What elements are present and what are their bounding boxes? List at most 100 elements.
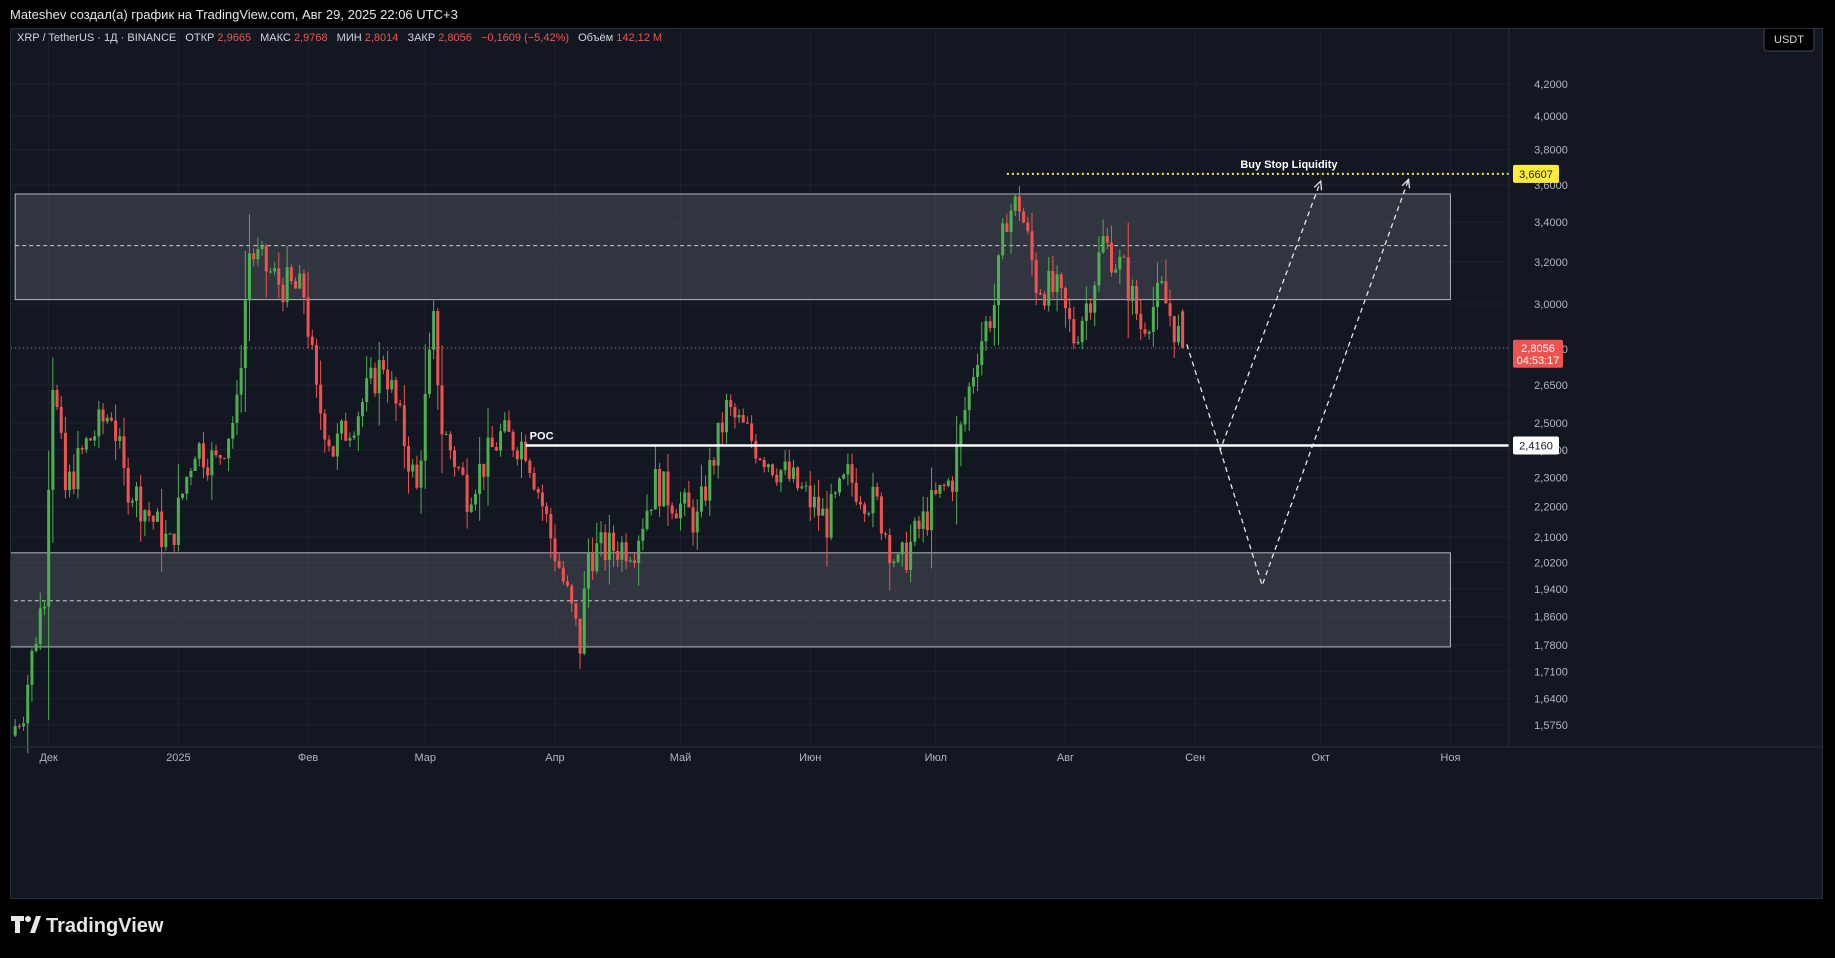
candle-body [666, 471, 670, 506]
price-chart[interactable]: POC Buy Stop Liquidity 1,5750 1,6400 1,7100… [6, 26, 1822, 898]
candle-body [888, 534, 892, 564]
candle-body [1172, 316, 1176, 343]
price-tick-label: 1,7100 [1534, 666, 1568, 678]
candle-body [285, 267, 289, 303]
chart-pane[interactable]: POC Buy Stop Liquidity 1,5750 1,6400 1,7100… [6, 26, 1823, 899]
candle-body [963, 409, 967, 425]
candle-body [22, 723, 26, 727]
candle-body [1013, 196, 1017, 211]
candle-body [1080, 320, 1084, 342]
price-tick-label: 2,3000 [1534, 473, 1568, 485]
candle-body [222, 458, 226, 460]
last-price-badge [1513, 339, 1563, 368]
candle-body [955, 446, 959, 492]
candle-body [172, 533, 176, 545]
time-axis: Дек 2025 Фев Мар Апр Май Июн Июл Авг Сен Окт Ноя [11, 746, 1822, 764]
time-tick-label: Авг [1057, 752, 1074, 764]
candle-body [720, 422, 724, 433]
liquidity-badge [1513, 164, 1559, 183]
candle-body [837, 478, 842, 493]
candle-body [1022, 211, 1026, 223]
price-tick-label: 1,5750 [1534, 720, 1568, 732]
candle-body [641, 528, 645, 541]
candle-body [448, 434, 452, 451]
price-tick-label: 2,1000 [1534, 532, 1568, 544]
liquidity-value: 3,6607 [1519, 169, 1553, 181]
candle-body [599, 532, 603, 544]
candles [13, 185, 1185, 754]
high-label: МАКС [260, 32, 291, 44]
candle-body [423, 393, 427, 461]
candle-body [63, 432, 67, 491]
candle-body [1118, 256, 1122, 270]
candle-body [469, 504, 473, 512]
time-tick-label: Фев [298, 752, 318, 764]
candle-body [160, 511, 164, 548]
candle-body [804, 485, 808, 487]
price-tick-label: 2,2000 [1534, 502, 1568, 514]
candle-body [84, 438, 88, 450]
price-tick-label: 3,2000 [1534, 257, 1568, 269]
candle-body [482, 463, 486, 477]
candle-body [360, 401, 364, 417]
time-tick-label: Июл [925, 752, 947, 764]
candle-body [712, 460, 716, 466]
candle-body [1176, 325, 1180, 343]
candle-body [386, 369, 390, 390]
candle-body [1147, 331, 1151, 334]
candle-body [256, 249, 260, 260]
last-price-value: 2,8056 [1521, 343, 1555, 355]
candle-body [214, 450, 218, 456]
candle-body [486, 437, 490, 477]
candle-body [239, 368, 243, 395]
candle-body [578, 618, 582, 654]
candle-body [122, 436, 126, 468]
time-tick-label: Мар [414, 752, 436, 764]
candle-body [47, 489, 51, 607]
candle-body [394, 379, 398, 404]
candle-body [620, 542, 624, 560]
price-tick-label: 3,0000 [1534, 299, 1568, 311]
candle-body [980, 341, 984, 365]
currency-label: USDT [1774, 34, 1804, 46]
candle-body [302, 273, 306, 298]
candle-body [373, 367, 377, 394]
volume-value: 142,12 M [616, 32, 662, 44]
candle-body [863, 504, 867, 514]
brand-name: TradingView [46, 915, 164, 937]
candle-body [1076, 341, 1080, 344]
candle-body [808, 485, 812, 508]
price-tick-label: 1,6400 [1534, 694, 1568, 706]
candle-body [904, 542, 908, 570]
candle-body [829, 493, 833, 538]
candle-body [988, 321, 992, 328]
time-tick-label: Июн [799, 752, 821, 764]
candle-body [1160, 281, 1164, 283]
candle-body [38, 608, 42, 644]
projection-arrowhead [1313, 179, 1323, 191]
currency-button[interactable]: USDT [1763, 26, 1815, 52]
candle-body [331, 446, 335, 457]
candle-body [796, 467, 800, 489]
candle-body [942, 484, 946, 486]
brand-logo[interactable]: TradingView [10, 910, 210, 944]
candle-body [540, 492, 544, 507]
candle-body [750, 423, 754, 441]
candle-body [850, 464, 854, 483]
candle-body [298, 273, 302, 289]
price-tick-label: 1,9400 [1534, 584, 1568, 596]
candle-body [176, 497, 180, 545]
candle-body [319, 384, 323, 414]
candle-body [411, 464, 415, 472]
candle-body [503, 420, 507, 432]
candle-body [950, 480, 954, 492]
price-tick-label: 2,6500 [1534, 380, 1568, 392]
candle-body [139, 486, 143, 522]
candle-body [771, 464, 775, 475]
candle-body [164, 533, 168, 548]
time-tick-label: Май [670, 752, 692, 764]
candle-body [967, 386, 971, 410]
candle-body [858, 501, 862, 505]
candle-body [1114, 269, 1118, 273]
candle-body [612, 532, 616, 551]
